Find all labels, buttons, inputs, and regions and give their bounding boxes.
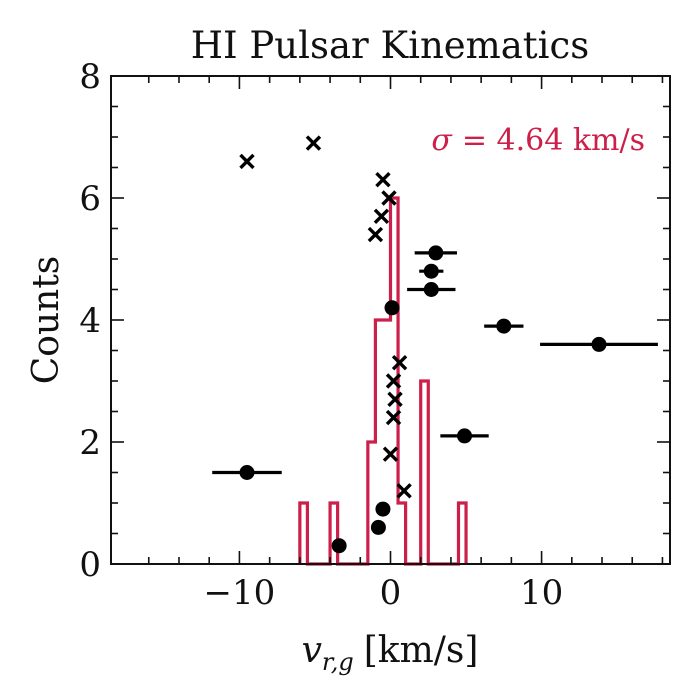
circle-point-4 xyxy=(384,300,400,316)
y-axis-label: Counts xyxy=(26,256,67,385)
cross-stroke-b xyxy=(239,153,255,170)
cross-stroke-b xyxy=(396,483,412,499)
y-tick-label: 4 xyxy=(79,301,101,341)
circle-point-0 xyxy=(239,465,255,480)
sigma-value: = 4.64 km/s xyxy=(462,123,645,158)
cross-stroke-b xyxy=(373,208,390,225)
x-axis-label: vr,g [km/s] xyxy=(302,630,479,676)
cross-point-3 xyxy=(381,190,397,206)
cross-markers xyxy=(239,135,412,499)
x-tick-label: −10 xyxy=(204,573,276,613)
cross-point-2 xyxy=(375,171,391,188)
axis-ticks xyxy=(111,75,670,565)
y-tick-label: 2 xyxy=(79,423,101,463)
cross-point-11 xyxy=(396,483,412,499)
cross-point-7 xyxy=(385,373,402,389)
circle-point-10 xyxy=(591,336,607,352)
cross-stroke-b xyxy=(305,135,322,151)
y-tick-label: 0 xyxy=(79,545,101,585)
cross-point-0 xyxy=(239,153,255,170)
y-tick-labels: 0 2 4 6 8 xyxy=(79,57,101,585)
circle-point-1 xyxy=(331,538,347,554)
cross-point-1 xyxy=(305,135,322,151)
circle-point-2 xyxy=(370,519,386,535)
x-axis-label-var: v xyxy=(302,630,322,671)
circle-markers xyxy=(239,245,607,554)
cross-point-8 xyxy=(387,391,403,408)
cross-stroke-b xyxy=(375,171,391,188)
y-tick-label: 6 xyxy=(79,179,101,219)
cross-stroke-b xyxy=(367,226,384,243)
chart-title: HI Pulsar Kinematics xyxy=(191,24,589,67)
circle-point-8 xyxy=(457,428,473,444)
x-tick-label: 10 xyxy=(520,573,563,613)
circle-point-5 xyxy=(428,245,444,261)
plot-frame xyxy=(110,75,671,565)
cross-stroke-b xyxy=(387,391,403,408)
circle-point-7 xyxy=(423,282,439,297)
sigma-symbol: σ xyxy=(431,123,453,158)
x-tick-labels: −10 0 10 xyxy=(204,573,564,613)
cross-point-9 xyxy=(385,409,402,426)
cross-point-5 xyxy=(367,226,384,243)
cross-point-10 xyxy=(382,446,399,462)
circle-point-3 xyxy=(375,501,391,517)
cross-stroke-b xyxy=(385,373,402,389)
cross-stroke-b xyxy=(382,446,399,462)
x-tick-label: 0 xyxy=(380,573,402,613)
y-tick-label: 8 xyxy=(79,57,101,97)
cross-stroke-b xyxy=(391,354,408,371)
x-axis-label-unit: [km/s] xyxy=(364,630,479,671)
circle-point-9 xyxy=(496,318,512,334)
circle-point-6 xyxy=(423,263,439,279)
cross-stroke-b xyxy=(381,190,397,206)
cross-point-4 xyxy=(373,208,390,225)
cross-stroke-b xyxy=(385,409,402,426)
sigma-annotation: σ = 4.64 km/s xyxy=(431,123,645,158)
cross-point-6 xyxy=(391,354,408,371)
x-axis-label-subscript: r,g xyxy=(322,648,354,676)
